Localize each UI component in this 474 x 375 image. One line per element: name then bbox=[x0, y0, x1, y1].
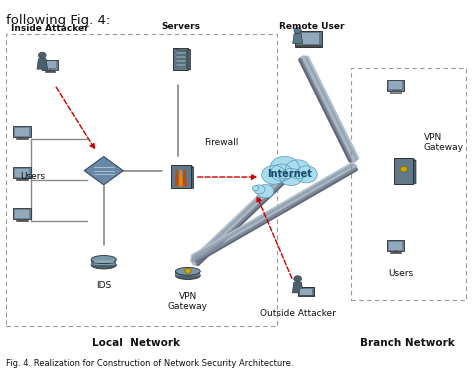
FancyBboxPatch shape bbox=[176, 64, 186, 66]
Text: Users: Users bbox=[20, 172, 46, 181]
FancyBboxPatch shape bbox=[295, 31, 322, 46]
FancyBboxPatch shape bbox=[298, 287, 314, 296]
Ellipse shape bbox=[175, 272, 201, 279]
Polygon shape bbox=[395, 159, 416, 160]
Circle shape bbox=[294, 28, 301, 33]
FancyBboxPatch shape bbox=[13, 167, 31, 178]
FancyBboxPatch shape bbox=[173, 48, 189, 70]
Ellipse shape bbox=[91, 261, 116, 269]
FancyBboxPatch shape bbox=[299, 295, 313, 296]
FancyBboxPatch shape bbox=[44, 61, 56, 69]
FancyBboxPatch shape bbox=[176, 56, 186, 58]
Bar bbox=[6, 34, 277, 326]
Text: Servers: Servers bbox=[161, 22, 201, 32]
FancyBboxPatch shape bbox=[298, 33, 319, 45]
Text: Branch Network: Branch Network bbox=[360, 338, 455, 348]
Text: following Fig. 4:: following Fig. 4: bbox=[6, 14, 110, 27]
Text: VPN
Gateway: VPN Gateway bbox=[168, 292, 208, 311]
FancyBboxPatch shape bbox=[171, 165, 191, 188]
Text: Local  Network: Local Network bbox=[92, 338, 181, 348]
Polygon shape bbox=[174, 49, 191, 50]
FancyBboxPatch shape bbox=[175, 271, 201, 276]
FancyBboxPatch shape bbox=[392, 251, 400, 252]
Polygon shape bbox=[84, 156, 123, 185]
FancyBboxPatch shape bbox=[91, 260, 116, 265]
FancyBboxPatch shape bbox=[15, 169, 28, 177]
Ellipse shape bbox=[91, 255, 116, 264]
FancyBboxPatch shape bbox=[17, 138, 27, 139]
Text: Users: Users bbox=[388, 269, 413, 278]
FancyBboxPatch shape bbox=[176, 60, 186, 62]
FancyBboxPatch shape bbox=[394, 158, 413, 184]
Polygon shape bbox=[37, 58, 47, 69]
Polygon shape bbox=[172, 166, 193, 167]
FancyBboxPatch shape bbox=[387, 240, 404, 251]
Ellipse shape bbox=[271, 164, 292, 181]
Circle shape bbox=[254, 185, 265, 194]
FancyBboxPatch shape bbox=[392, 90, 400, 91]
FancyBboxPatch shape bbox=[18, 137, 26, 138]
FancyBboxPatch shape bbox=[387, 80, 404, 90]
FancyBboxPatch shape bbox=[389, 81, 402, 89]
FancyBboxPatch shape bbox=[17, 179, 27, 180]
Ellipse shape bbox=[280, 168, 303, 186]
Ellipse shape bbox=[262, 165, 286, 184]
Ellipse shape bbox=[270, 156, 299, 179]
Polygon shape bbox=[292, 282, 303, 293]
Text: VPN
Gateway: VPN Gateway bbox=[424, 133, 464, 152]
FancyBboxPatch shape bbox=[45, 71, 55, 72]
Ellipse shape bbox=[175, 267, 201, 275]
Polygon shape bbox=[187, 49, 191, 70]
Circle shape bbox=[252, 186, 259, 191]
FancyBboxPatch shape bbox=[295, 45, 322, 46]
Ellipse shape bbox=[285, 160, 310, 178]
Text: Inside Attacker: Inside Attacker bbox=[11, 24, 89, 33]
Circle shape bbox=[38, 52, 46, 58]
FancyBboxPatch shape bbox=[176, 53, 186, 54]
Circle shape bbox=[294, 276, 301, 282]
FancyBboxPatch shape bbox=[17, 220, 27, 222]
Text: Remote User: Remote User bbox=[279, 22, 345, 32]
Bar bbox=[351, 68, 466, 300]
Circle shape bbox=[257, 184, 274, 198]
FancyBboxPatch shape bbox=[390, 252, 401, 253]
Circle shape bbox=[185, 268, 191, 273]
FancyBboxPatch shape bbox=[15, 210, 28, 218]
FancyBboxPatch shape bbox=[18, 178, 26, 179]
FancyBboxPatch shape bbox=[15, 128, 28, 136]
FancyBboxPatch shape bbox=[13, 126, 31, 137]
Polygon shape bbox=[190, 166, 193, 189]
Text: IDS: IDS bbox=[96, 281, 111, 290]
Text: Outside Attacker: Outside Attacker bbox=[260, 309, 336, 318]
Circle shape bbox=[400, 166, 407, 172]
FancyBboxPatch shape bbox=[389, 242, 402, 249]
Text: Internet: Internet bbox=[267, 170, 312, 179]
Ellipse shape bbox=[296, 166, 317, 183]
FancyBboxPatch shape bbox=[301, 289, 311, 295]
FancyBboxPatch shape bbox=[42, 60, 58, 70]
Polygon shape bbox=[412, 159, 416, 184]
FancyBboxPatch shape bbox=[18, 219, 26, 220]
Polygon shape bbox=[292, 34, 302, 44]
FancyBboxPatch shape bbox=[390, 92, 401, 93]
FancyBboxPatch shape bbox=[13, 209, 31, 219]
Text: Fig. 4. Realization for Construction of Network Security Architecture.: Fig. 4. Realization for Construction of … bbox=[6, 359, 293, 368]
Text: Firewall: Firewall bbox=[204, 138, 238, 147]
